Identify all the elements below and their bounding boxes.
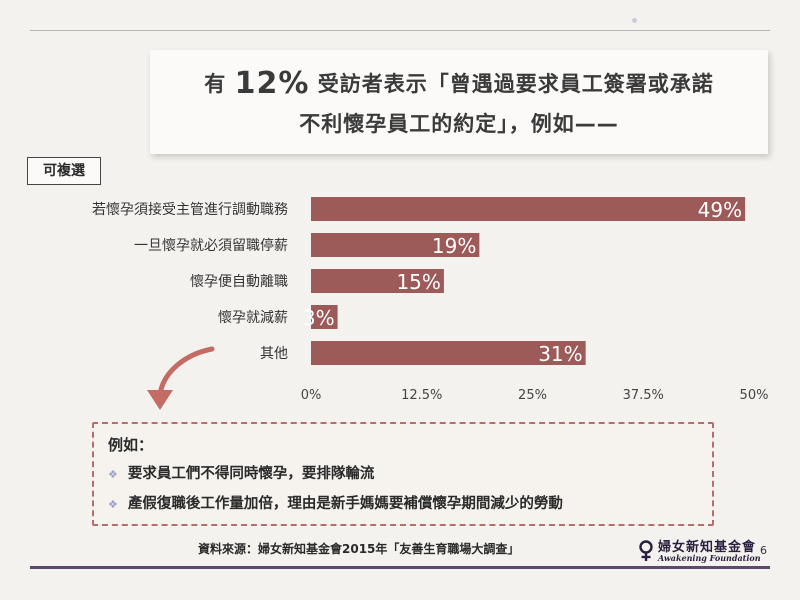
example-text: 要求員工們不得同時懷孕，要排隊輪流 (127, 466, 375, 482)
arrow-icon (157, 346, 215, 399)
x-tick-label: 50% (740, 388, 769, 403)
x-tick-label: 25% (518, 388, 547, 403)
example-text: 產假復職後工作量加倍，理由是新手媽媽要補償懷孕期間減少的勞動 (127, 496, 563, 512)
logo-chinese-name: 婦女新知基金會 (658, 539, 757, 555)
bar-value-label: 31% (538, 342, 582, 366)
x-tick-label: 12.5% (401, 388, 442, 403)
headline-box: 有 12% 受訪者表示「曾遇過要求員工簽署或承諾 不利懷孕員工的約定」，例如—— (150, 50, 768, 154)
category-label: 一旦懷孕就必須留職停薪 (134, 237, 288, 254)
bar (311, 269, 444, 293)
category-label: 若懷孕須接受主管進行調動職務 (92, 201, 288, 218)
arrow-head-icon (147, 390, 173, 410)
top-divider (30, 30, 770, 31)
category-label: 懷孕便自動離職 (190, 273, 288, 290)
bar-chart: 49% 若懷孕須接受主管進行調動職務 19% 一旦懷孕就必須留職停薪 15% 懷孕便自動離… (92, 197, 769, 410)
x-tick-label: 0% (301, 388, 322, 403)
examples-box: 例如： ❖ 要求員工們不得同時懷孕，要排隊輪流 ❖ 產假復職後工作量加倍，理由是新手… (92, 422, 714, 526)
headline-percent: 12% (234, 66, 310, 101)
decor-dot (632, 18, 637, 23)
bar (311, 233, 480, 257)
venus-symbol-icon (639, 540, 653, 561)
bar-value-label: 15% (396, 270, 440, 294)
examples-title: 例如： (108, 436, 154, 454)
multi-select-tag: 可複選 (27, 157, 101, 185)
logo-english-name: Awakening Foundation (658, 552, 761, 563)
example-item: ❖ 要求員工們不得同時懷孕，要排隊輪流 (108, 462, 374, 483)
foundation-logo: 婦女新知基金會 Awakening Foundation (637, 540, 761, 562)
bar (311, 197, 746, 221)
bullet-icon: ❖ (108, 468, 118, 481)
headline-pre: 有 (204, 72, 235, 96)
category-label: 其他 (260, 346, 288, 362)
example-item: ❖ 產假復職後工作量加倍，理由是新手媽媽要補償懷孕期間減少的勞動 (108, 492, 563, 513)
bar-value-label: 3% (303, 306, 335, 330)
source-note: 資料來源：婦女新知基金會2015年「友善生育職場大調查」 (198, 542, 520, 556)
bar (311, 341, 586, 365)
bar-value-label: 19% (432, 234, 476, 258)
x-tick-label: 37.5% (623, 388, 664, 403)
bar-value-label: 49% (698, 198, 742, 222)
headline-post: 受訪者表示「曾遇過要求員工簽署或承諾 (309, 72, 714, 96)
headline-line-2: 不利懷孕員工的約定」，例如—— (299, 112, 619, 136)
bullet-icon: ❖ (108, 498, 118, 511)
headline-line-1: 有 12% 受訪者表示「曾遇過要求員工簽署或承諾 (150, 66, 768, 101)
page-number: 6 (760, 544, 767, 557)
bottom-divider (30, 566, 770, 569)
bar (311, 305, 338, 329)
category-label: 懷孕就減薪 (218, 309, 288, 326)
